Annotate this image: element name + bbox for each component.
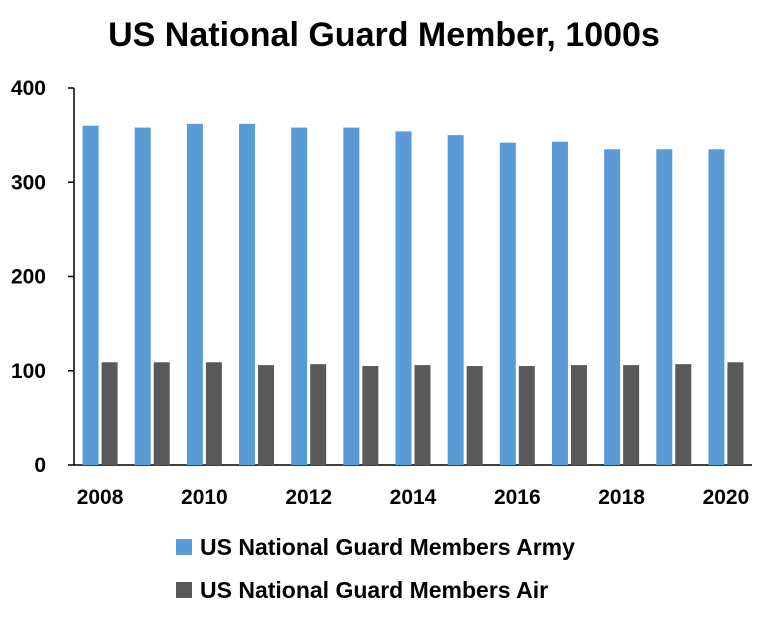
y-tick-label: 400 bbox=[11, 77, 46, 100]
bar-air-2012 bbox=[310, 364, 327, 465]
bar-air-2016 bbox=[518, 366, 535, 465]
bar-air-2008 bbox=[101, 362, 118, 465]
bar-air-2010 bbox=[205, 362, 222, 465]
bar-army-2012 bbox=[291, 127, 308, 466]
legend-swatch-army bbox=[176, 539, 192, 555]
bar-air-2017 bbox=[570, 365, 587, 465]
bar-army-2008 bbox=[82, 125, 99, 465]
x-tick-label: 2016 bbox=[494, 486, 541, 509]
legend-swatch-air bbox=[176, 582, 192, 598]
bar-air-2018 bbox=[623, 365, 640, 465]
x-tick-label: 2008 bbox=[77, 486, 124, 509]
bar-army-2019 bbox=[656, 149, 673, 465]
bar-army-2020 bbox=[708, 149, 725, 465]
bar-army-2015 bbox=[447, 135, 464, 465]
x-tick-label: 2020 bbox=[703, 486, 750, 509]
legend-label-air: US National Guard Members Air bbox=[200, 577, 548, 603]
bar-army-2010 bbox=[186, 123, 203, 465]
bar-air-2013 bbox=[362, 366, 379, 465]
bar-army-2016 bbox=[499, 142, 516, 466]
x-tick-label: 2014 bbox=[390, 486, 437, 509]
x-tick-label: 2018 bbox=[598, 486, 645, 509]
bar-army-2009 bbox=[134, 127, 151, 466]
bar-air-2011 bbox=[258, 365, 275, 465]
bar-army-2014 bbox=[395, 131, 412, 466]
bar-army-2011 bbox=[239, 123, 256, 465]
x-tick-label: 2012 bbox=[285, 486, 332, 509]
y-tick-label: 0 bbox=[34, 454, 46, 477]
legend: US National Guard Members Army US Nationa… bbox=[176, 534, 575, 603]
y-tick-label: 300 bbox=[11, 171, 46, 194]
x-tick-label: 2010 bbox=[181, 486, 228, 509]
bar-air-2019 bbox=[675, 364, 692, 465]
y-axis: 0 100 200 300 400 bbox=[11, 77, 75, 477]
bar-air-2009 bbox=[153, 362, 170, 465]
bar-army-2017 bbox=[551, 141, 568, 465]
bar-air-2014 bbox=[414, 365, 431, 465]
y-tick-label: 100 bbox=[11, 360, 46, 383]
bar-air-2020 bbox=[727, 362, 744, 465]
bar-army-2018 bbox=[604, 149, 621, 465]
y-tick-label: 200 bbox=[11, 266, 46, 289]
chart-title: US National Guard Member, 1000s bbox=[108, 16, 660, 54]
x-axis: 2008 2010 2012 2014 2016 2018 2020 bbox=[74, 464, 752, 509]
bar-air-2015 bbox=[466, 366, 483, 465]
bars-group bbox=[82, 123, 744, 466]
bar-army-2013 bbox=[343, 127, 360, 466]
legend-label-army: US National Guard Members Army bbox=[200, 534, 575, 560]
